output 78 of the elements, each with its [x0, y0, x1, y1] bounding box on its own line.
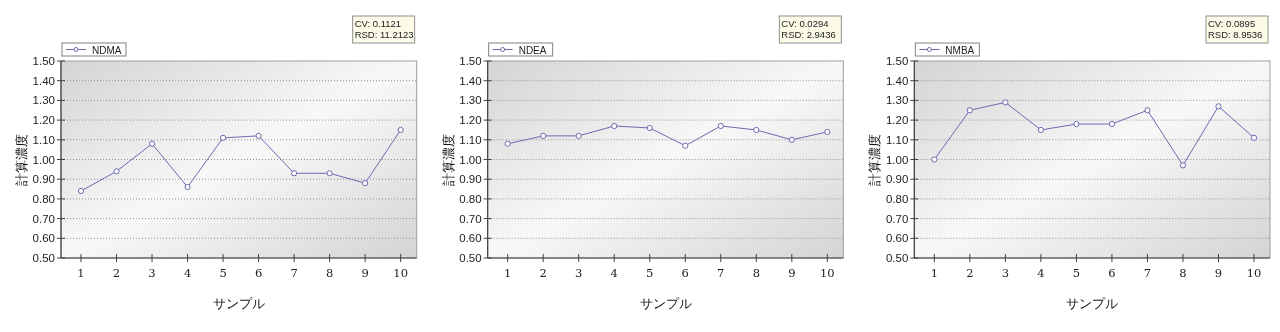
x-tick-label: 9	[788, 266, 796, 280]
x-tick-label: 5	[1072, 266, 1081, 280]
y-tick-label: 1.00	[459, 153, 482, 166]
y-tick-label: 1.50	[459, 55, 482, 67]
y-tick-label: 0.80	[459, 192, 482, 205]
text: RSD: 2.9436	[781, 29, 836, 40]
x-tick-label: 3	[1001, 266, 1010, 280]
text: CV: 0.0895	[1208, 18, 1256, 29]
x-tick-label: 10	[1246, 266, 1262, 280]
x-tick-label: 4	[610, 266, 618, 280]
legend-label: NDMA	[92, 44, 122, 56]
x-tick-label: 10	[820, 266, 835, 280]
x-tick-label: 3	[148, 266, 156, 280]
x-tick-label: 5	[646, 266, 654, 280]
x-tick-label: 6	[681, 266, 689, 280]
text: CV: 0.1121	[354, 18, 402, 29]
y-axis-title: 計算濃度	[440, 133, 456, 186]
x-axis-title: サンプル	[639, 296, 692, 311]
legend-label: NDEA	[518, 44, 547, 56]
x-tick-label: 4	[183, 266, 192, 280]
x-tick-label: 8	[752, 266, 760, 280]
y-tick-label: 1.00	[885, 153, 909, 166]
y-tick-label: 0.80	[885, 192, 909, 205]
x-axis-title: サンプル	[1066, 296, 1119, 311]
y-tick-label: 0.90	[885, 173, 909, 186]
y-tick-label: 0.90	[32, 173, 55, 186]
y-tick-label: 1.10	[885, 133, 909, 146]
y-tick-label: 0.80	[32, 192, 55, 205]
x-tick-label: 10	[393, 266, 408, 280]
y-tick-label: 0.60	[459, 232, 482, 245]
legend-label: NMBA	[945, 44, 975, 56]
y-tick-label: 1.50	[885, 55, 909, 67]
x-tick-label: 6	[1108, 266, 1116, 280]
x-tick-label: 2	[112, 266, 121, 280]
y-tick-label: 1.30	[32, 94, 55, 107]
y-axis-title: 計算濃度	[867, 133, 883, 186]
x-tick-label: 7	[1143, 266, 1152, 280]
x-axis-title: サンプル	[212, 296, 265, 311]
y-tick-label: 0.70	[459, 212, 482, 225]
x-tick-label: 6	[254, 266, 263, 280]
text: RSD: 11.2123	[354, 29, 414, 40]
y-tick-label: 0.70	[885, 212, 909, 225]
y-tick-label: 0.70	[32, 212, 55, 225]
x-tick-label: 4	[1037, 266, 1045, 280]
y-tick-label: 1.20	[32, 114, 55, 127]
y-tick-label: 0.60	[885, 232, 909, 245]
x-tick-label: 3	[575, 266, 583, 280]
y-tick-label: 1.30	[885, 94, 909, 107]
y-tick-label: 0.50	[885, 252, 909, 264]
x-tick-label: 9	[1214, 266, 1223, 280]
y-tick-label: 0.90	[459, 173, 482, 186]
text: RSD: 8.9536	[1208, 29, 1263, 40]
x-tick-label: 1	[930, 266, 938, 280]
x-tick-label: 7	[290, 266, 298, 280]
y-tick-label: 1.40	[459, 74, 482, 87]
y-axis-title: 計算濃度	[14, 133, 29, 186]
x-tick-label: 8	[325, 266, 334, 280]
y-tick-label: 1.40	[885, 74, 909, 87]
y-tick-label: 1.20	[459, 114, 482, 127]
y-tick-label: 0.60	[32, 232, 55, 245]
y-tick-label: 1.20	[885, 114, 909, 127]
x-tick-label: 2	[539, 266, 547, 280]
x-tick-label: 5	[219, 266, 227, 280]
text: CV: 0.0294	[781, 18, 829, 29]
y-tick-label: 1.00	[32, 153, 55, 166]
y-tick-label: 1.30	[459, 94, 482, 107]
y-tick-label: 0.50	[32, 252, 55, 264]
x-tick-label: 9	[361, 266, 369, 280]
y-tick-label: 1.10	[459, 133, 482, 146]
y-tick-label: 0.50	[459, 252, 482, 264]
y-tick-label: 1.10	[32, 133, 55, 146]
x-tick-label: 1	[77, 266, 85, 280]
x-tick-label: 7	[717, 266, 725, 280]
x-tick-label: 8	[1179, 266, 1187, 280]
y-tick-label: 1.40	[32, 74, 55, 87]
x-tick-label: 1	[504, 266, 512, 280]
x-tick-label: 2	[966, 266, 974, 280]
y-tick-label: 1.50	[32, 55, 55, 67]
